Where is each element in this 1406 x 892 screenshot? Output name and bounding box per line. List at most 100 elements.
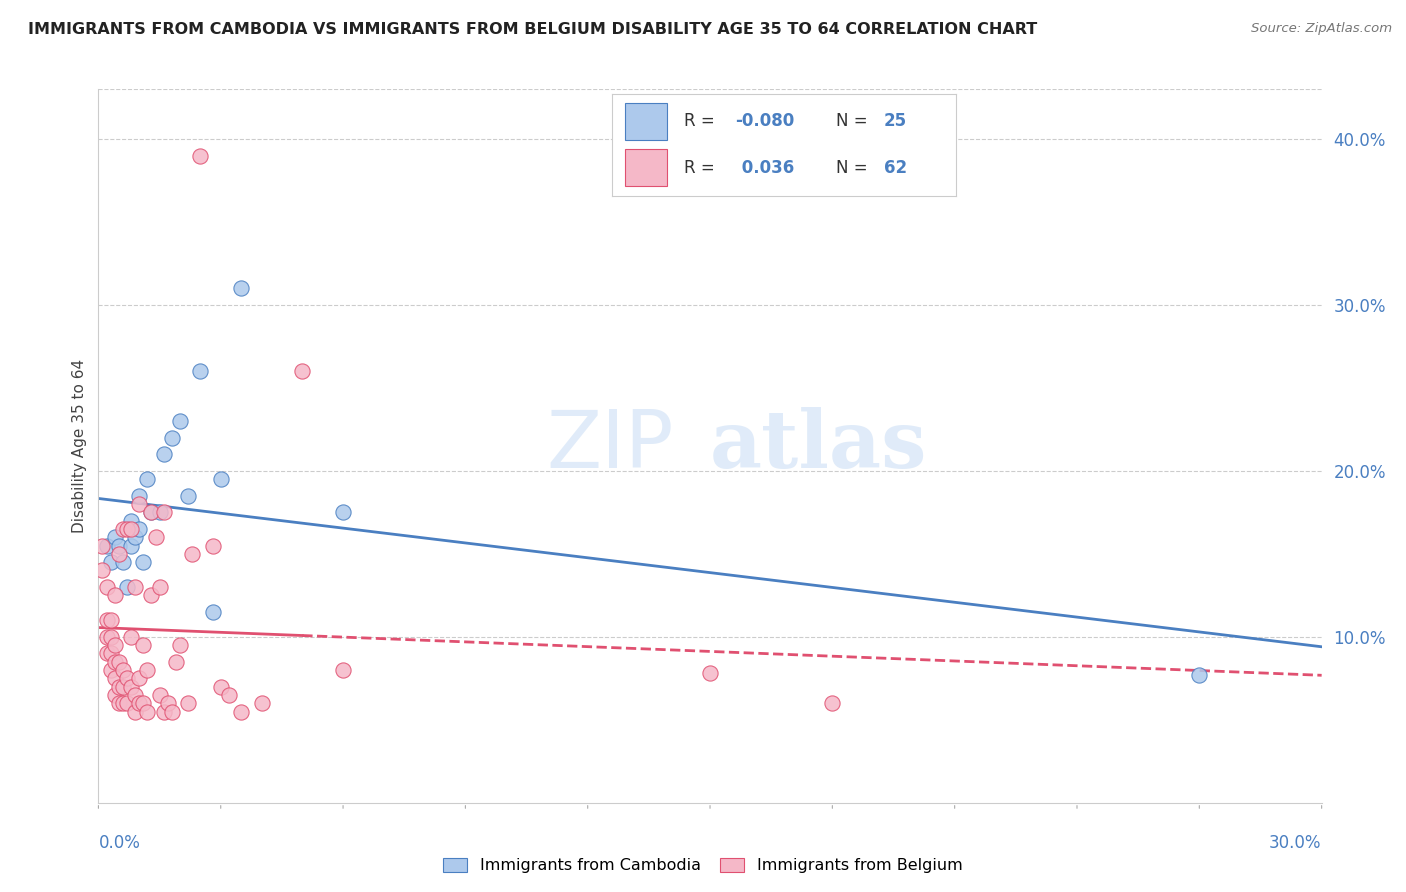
Point [332, 505, 354, 519]
Point [177, 489, 200, 503]
Point [111, 522, 134, 536]
Point [291, 364, 314, 378]
Point [128, 497, 150, 511]
Point [120, 522, 142, 536]
Point [201, 539, 224, 553]
Point [120, 630, 142, 644]
Point [231, 281, 253, 295]
Point [160, 705, 183, 719]
Point [96, 539, 118, 553]
Text: N =: N = [835, 112, 872, 130]
Point [100, 555, 122, 569]
Point [181, 547, 204, 561]
Point [149, 580, 172, 594]
Point [156, 696, 179, 710]
Point [136, 663, 159, 677]
Point [821, 696, 844, 710]
Point [149, 688, 172, 702]
Point [141, 505, 163, 519]
Point [115, 671, 138, 685]
Point [120, 539, 142, 553]
Point [104, 671, 127, 685]
Point [149, 505, 172, 519]
Point [132, 638, 155, 652]
Text: Source: ZipAtlas.com: Source: ZipAtlas.com [1251, 22, 1392, 36]
Text: 25: 25 [884, 112, 907, 130]
Point [124, 688, 146, 702]
Text: R =: R = [683, 159, 720, 177]
Point [115, 580, 138, 594]
Point [96, 580, 118, 594]
Point [96, 647, 118, 661]
Point [104, 638, 127, 652]
Point [128, 671, 150, 685]
Text: -0.080: -0.080 [735, 112, 794, 130]
Point [100, 630, 122, 644]
Point [250, 696, 273, 710]
Point [104, 655, 127, 669]
Point [111, 663, 134, 677]
Point [201, 605, 224, 619]
Point [124, 705, 146, 719]
Point [152, 447, 174, 461]
Point [209, 680, 232, 694]
Point [111, 696, 134, 710]
Point [188, 148, 212, 162]
Text: 0.0%: 0.0% [98, 834, 141, 852]
Point [100, 663, 122, 677]
Point [141, 588, 163, 602]
Point [124, 530, 146, 544]
Point [111, 680, 134, 694]
Point [136, 705, 159, 719]
Point [177, 696, 200, 710]
Point [104, 688, 127, 702]
Text: 0.036: 0.036 [735, 159, 794, 177]
Point [128, 696, 150, 710]
Point [108, 655, 131, 669]
Point [152, 705, 174, 719]
Point [132, 696, 155, 710]
Point [100, 613, 122, 627]
Point [108, 680, 131, 694]
Point [100, 647, 122, 661]
Point [91, 539, 114, 553]
Point [108, 547, 131, 561]
Point [96, 613, 118, 627]
Text: IMMIGRANTS FROM CAMBODIA VS IMMIGRANTS FROM BELGIUM DISABILITY AGE 35 TO 64 CORR: IMMIGRANTS FROM CAMBODIA VS IMMIGRANTS F… [28, 22, 1038, 37]
Point [115, 522, 138, 536]
Point [218, 688, 240, 702]
FancyBboxPatch shape [626, 149, 666, 186]
Point [169, 638, 191, 652]
Point [111, 555, 134, 569]
Text: R =: R = [683, 112, 720, 130]
Point [120, 680, 142, 694]
Point [1188, 668, 1211, 682]
Point [108, 539, 131, 553]
Point [141, 505, 163, 519]
Point [160, 431, 183, 445]
Point [332, 663, 354, 677]
Text: 30.0%: 30.0% [1270, 834, 1322, 852]
Point [128, 522, 150, 536]
Point [104, 530, 127, 544]
Point [108, 696, 131, 710]
Point [136, 472, 159, 486]
Point [209, 472, 232, 486]
Point [96, 630, 118, 644]
Point [115, 696, 138, 710]
FancyBboxPatch shape [626, 103, 666, 140]
Text: N =: N = [835, 159, 872, 177]
Text: 62: 62 [884, 159, 907, 177]
Point [699, 666, 721, 681]
Point [169, 414, 191, 428]
Point [188, 364, 212, 378]
Point [231, 705, 253, 719]
Text: atlas: atlas [710, 407, 928, 485]
Y-axis label: Disability Age 35 to 64: Disability Age 35 to 64 [72, 359, 87, 533]
Point [132, 555, 155, 569]
Point [91, 564, 114, 578]
Point [165, 655, 187, 669]
Text: ZIP: ZIP [546, 407, 673, 485]
Point [104, 588, 127, 602]
Point [124, 580, 146, 594]
